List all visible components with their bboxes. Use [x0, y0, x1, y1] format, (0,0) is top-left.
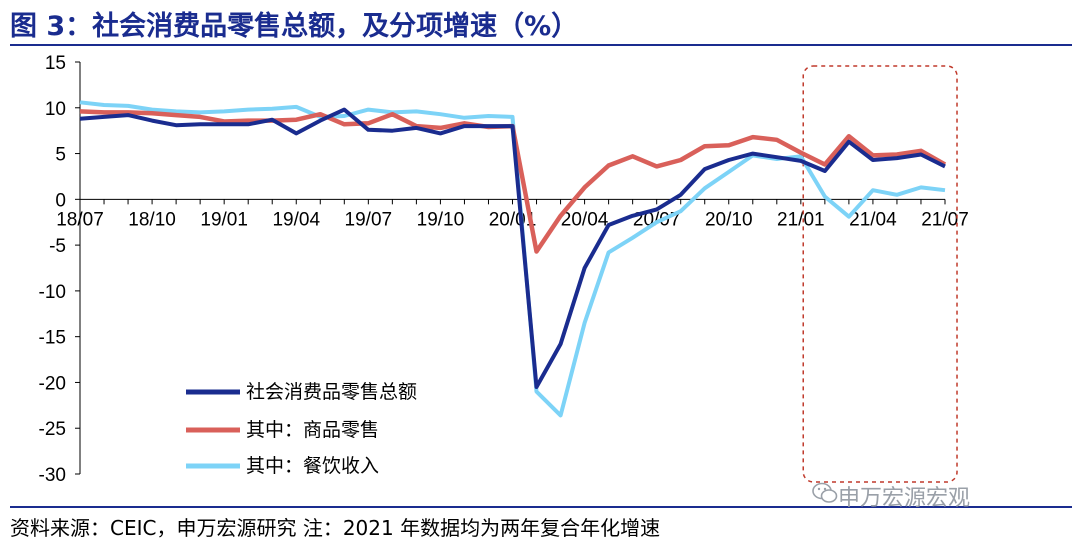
- watermark: 申万宏源宏观: [838, 486, 971, 511]
- y-tick-label: -20: [39, 373, 66, 394]
- x-tick-label: 21/04: [849, 209, 897, 230]
- x-tick-label: 18/10: [128, 209, 176, 230]
- x-tick-label: 21/07: [921, 209, 969, 230]
- x-tick-label: 18/07: [56, 209, 104, 230]
- y-tick-label: -30: [39, 465, 66, 486]
- legend-label-1: 其中：商品零售: [246, 419, 379, 441]
- legend-label-2: 其中：餐饮收入: [246, 455, 379, 477]
- highlight-box: [802, 65, 958, 483]
- y-tick-label: 5: [55, 145, 66, 166]
- legend-label-0: 社会消费品零售总额: [246, 381, 417, 403]
- x-tick-label: 19/04: [272, 209, 320, 230]
- x-tick-label: 20/10: [705, 209, 753, 230]
- x-tick-label: 21/01: [777, 209, 825, 230]
- y-tick-label: -10: [39, 282, 66, 303]
- y-axis: 15 10 5 0 -5 -10 -15 -20 -25 -30: [39, 53, 81, 486]
- x-tick-label: 20/04: [561, 209, 609, 230]
- series-group: [79, 100, 947, 418]
- y-tick-label: -15: [39, 328, 66, 349]
- x-tick-label: 19/10: [417, 209, 465, 230]
- wechat-icon: [812, 482, 838, 503]
- x-axis: 18/07 18/10 19/01 19/04 19/07 19/10 20/01 20/04…: [56, 198, 969, 230]
- series-line-2: [79, 100, 946, 418]
- source-note: 资料来源：CEIC，申万宏源研究 注：2021 年数据均为两年复合年化增速: [10, 516, 661, 540]
- y-tick-label: -25: [39, 419, 66, 440]
- y-tick-label: -5: [49, 236, 66, 257]
- highlight-rect: [802, 65, 958, 483]
- x-tick-label: 20/01: [489, 209, 537, 230]
- y-tick-label: 10: [45, 99, 66, 120]
- footer-divider: [10, 506, 1072, 508]
- page-title: 图 3：社会消费品零售总额，及分项增速（%）: [10, 11, 579, 42]
- title-divider: [10, 44, 1072, 46]
- x-tick-label: 19/07: [345, 209, 393, 230]
- y-tick-label: 15: [45, 53, 66, 74]
- y-tick-label: 0: [55, 190, 66, 211]
- series-line-0: [79, 107, 946, 389]
- x-tick-label: 19/01: [200, 209, 248, 230]
